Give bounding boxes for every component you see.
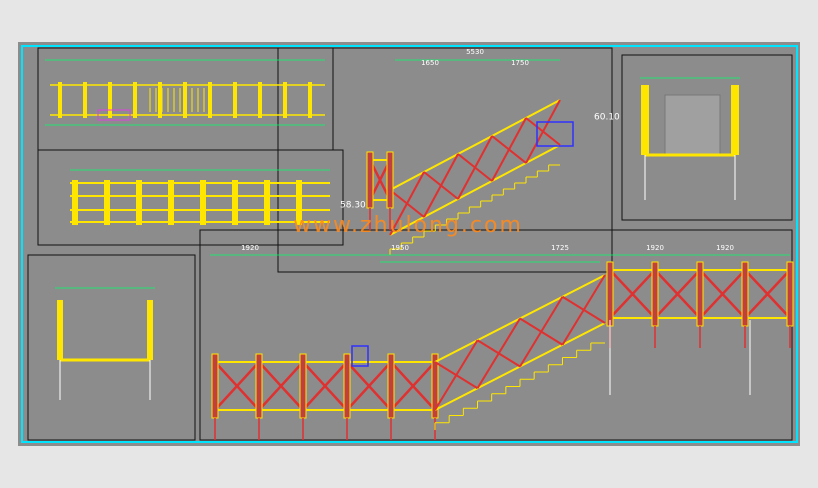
panel-frame-plan xyxy=(37,149,344,246)
post xyxy=(343,353,351,419)
brace xyxy=(346,361,392,411)
post xyxy=(58,82,62,118)
post xyxy=(296,180,302,225)
post xyxy=(741,261,749,327)
dimension: 1920 xyxy=(241,244,259,252)
post xyxy=(299,353,307,419)
dimension: 1950 xyxy=(391,244,409,252)
dimension: 1725 xyxy=(551,244,569,252)
brace xyxy=(434,339,479,411)
panel-section-1 xyxy=(621,54,793,221)
brace xyxy=(390,361,436,411)
brace xyxy=(214,361,260,411)
post xyxy=(183,82,187,118)
brace xyxy=(561,274,606,346)
brace xyxy=(519,296,564,368)
dimension: 1650 xyxy=(421,59,439,67)
rail xyxy=(389,144,561,236)
post xyxy=(72,180,78,225)
brace xyxy=(258,361,304,411)
brace xyxy=(457,135,493,200)
post xyxy=(731,85,739,155)
post xyxy=(387,353,395,419)
post xyxy=(158,82,162,118)
elevation: 60.10 xyxy=(594,113,620,123)
brace xyxy=(525,99,561,164)
brace xyxy=(699,269,746,319)
dimension: 1920 xyxy=(716,244,734,252)
figure xyxy=(664,94,721,156)
brace xyxy=(744,269,791,319)
brace xyxy=(654,269,701,319)
brace xyxy=(423,153,459,218)
post xyxy=(133,82,137,118)
post xyxy=(232,180,238,225)
highlight xyxy=(97,109,131,121)
post xyxy=(211,353,219,419)
post xyxy=(168,180,174,225)
brace xyxy=(609,269,656,319)
post xyxy=(283,82,287,118)
dimension: 1750 xyxy=(511,59,529,67)
brace xyxy=(491,117,527,182)
rail xyxy=(389,99,561,191)
elevation: 58.30 xyxy=(340,201,366,211)
brace xyxy=(389,171,425,236)
panel-section-2 xyxy=(27,254,196,441)
post xyxy=(104,180,110,225)
brace xyxy=(302,361,348,411)
post xyxy=(83,82,87,118)
post xyxy=(606,261,614,327)
watermark: www.zhulong.com xyxy=(293,213,523,238)
panel-stair-elevation xyxy=(277,47,613,273)
post xyxy=(200,180,206,225)
post xyxy=(255,353,263,419)
dimension: 1920 xyxy=(646,244,664,252)
post xyxy=(57,300,63,360)
post xyxy=(696,261,704,327)
post xyxy=(366,151,374,209)
post xyxy=(308,82,312,118)
post xyxy=(264,180,270,225)
post xyxy=(108,82,112,118)
post xyxy=(136,180,142,225)
brace xyxy=(476,317,521,389)
panels xyxy=(27,47,793,441)
post xyxy=(258,82,262,118)
post xyxy=(651,261,659,327)
highlight xyxy=(536,121,574,147)
post xyxy=(147,300,153,360)
post xyxy=(641,85,649,155)
drawing-lines xyxy=(45,59,794,440)
post xyxy=(233,82,237,118)
highlight xyxy=(351,345,369,367)
post xyxy=(786,261,794,327)
frame xyxy=(21,45,798,443)
dimension: 5530 xyxy=(466,48,484,56)
panel-main-elevation xyxy=(199,229,793,441)
post xyxy=(386,151,394,209)
